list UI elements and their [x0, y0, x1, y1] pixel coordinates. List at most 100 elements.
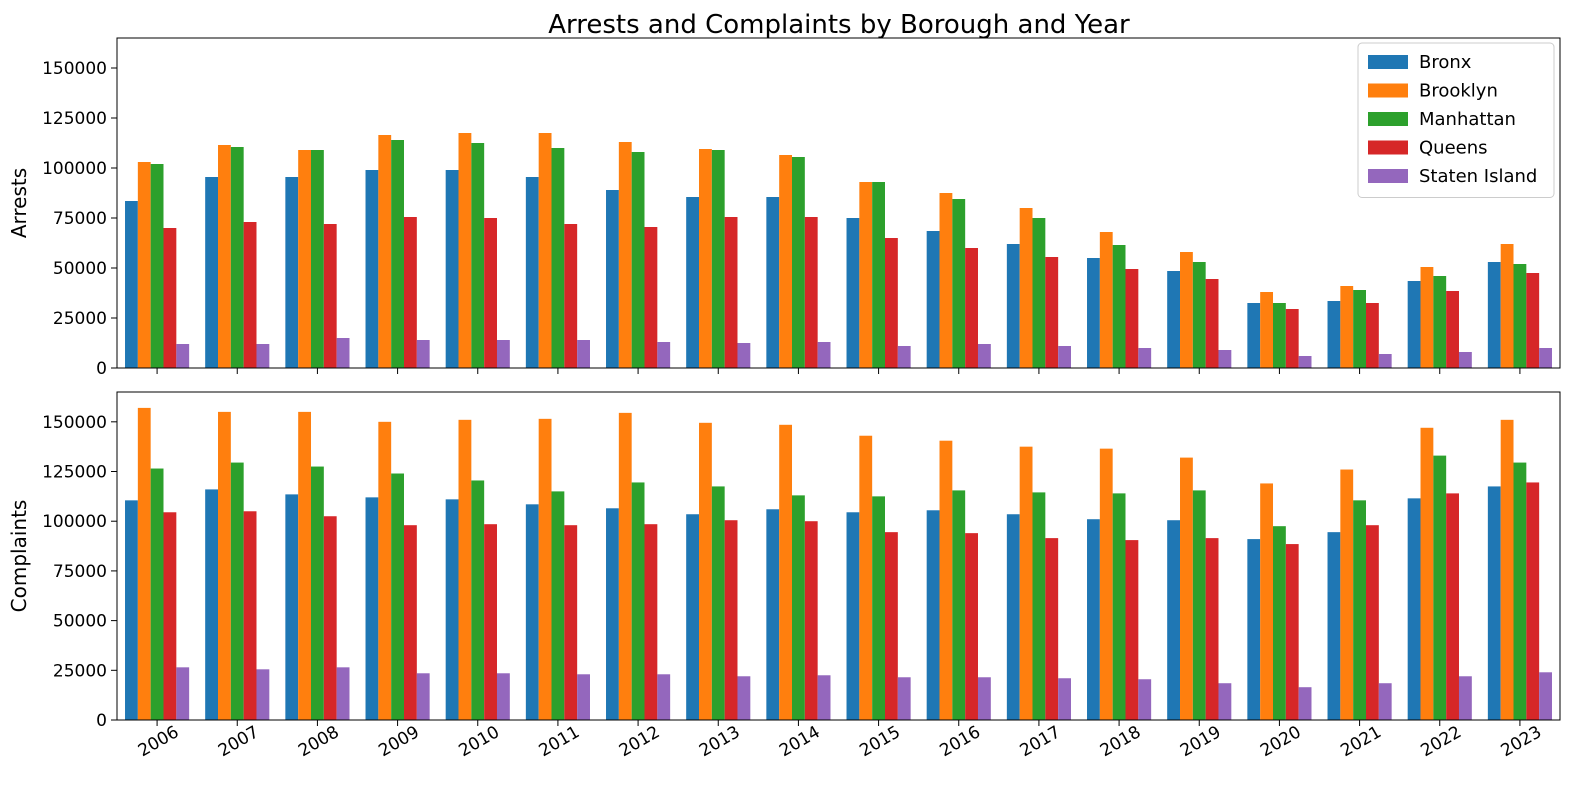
legend-label-brooklyn: Brooklyn: [1419, 81, 1498, 102]
bar-complaints-queens-2009: [404, 525, 417, 720]
bar-complaints-brooklyn-2023: [1500, 419, 1514, 720]
bar-arrests-queens-2007: [243, 222, 257, 368]
bar-arrests-staten-island-2017: [1058, 346, 1071, 368]
complaints-ylabel: Complaints: [7, 500, 31, 613]
bar-complaints-brooklyn-2017: [1019, 446, 1033, 720]
bar-complaints-brooklyn-2006: [137, 407, 151, 720]
bar-arrests-staten-island-2006: [176, 344, 190, 368]
bar-complaints-bronx-2018: [1087, 519, 1100, 720]
bar-arrests-queens-2020: [1285, 309, 1299, 368]
bar-complaints-manhattan-2009: [391, 473, 404, 720]
bar-arrests-brooklyn-2015: [859, 182, 873, 368]
bar-complaints-bronx-2013: [686, 514, 700, 720]
bar-complaints-staten-island-2006: [176, 667, 190, 720]
bar-arrests-manhattan-2007: [230, 147, 244, 368]
bar-arrests-brooklyn-2019: [1180, 252, 1193, 368]
xtick-label-2016: 2016: [937, 722, 984, 761]
bar-complaints-staten-island-2014: [817, 675, 831, 720]
bar-arrests-manhattan-2018: [1112, 245, 1126, 368]
bar-arrests-queens-2011: [564, 224, 578, 368]
bar-arrests-bronx-2007: [205, 177, 219, 368]
bar-arrests-bronx-2012: [606, 190, 619, 368]
legend-label-staten-island: Staten Island: [1419, 166, 1537, 187]
bar-complaints-manhattan-2015: [872, 496, 885, 720]
bar-complaints-brooklyn-2021: [1340, 469, 1354, 720]
bar-complaints-bronx-2016: [926, 510, 940, 720]
bar-complaints-queens-2023: [1526, 482, 1540, 720]
bar-complaints-staten-island-2020: [1298, 687, 1312, 720]
arrests-ytick-label: 50000: [53, 259, 107, 279]
bar-arrests-manhattan-2008: [311, 150, 324, 368]
arrests-ytick-label: 25000: [53, 309, 107, 329]
bar-complaints-staten-island-2022: [1458, 676, 1472, 720]
bar-complaints-brooklyn-2019: [1180, 457, 1193, 720]
bar-complaints-manhattan-2019: [1192, 490, 1206, 720]
bar-arrests-staten-island-2013: [737, 343, 751, 368]
bar-complaints-manhattan-2006: [150, 468, 164, 720]
bar-complaints-bronx-2012: [606, 508, 619, 720]
bar-complaints-brooklyn-2022: [1420, 427, 1434, 720]
bar-arrests-manhattan-2020: [1273, 303, 1286, 368]
bar-arrests-brooklyn-2011: [538, 133, 552, 368]
legend-swatch-staten-island: [1368, 169, 1408, 183]
bar-arrests-brooklyn-2012: [618, 142, 632, 368]
xtick-label-2013: 2013: [696, 722, 743, 761]
bar-arrests-bronx-2016: [926, 231, 940, 368]
bar-complaints-bronx-2023: [1487, 486, 1501, 720]
bar-arrests-staten-island-2010: [496, 340, 510, 368]
bar-arrests-brooklyn-2014: [779, 155, 793, 368]
complaints-plot-frame: [116, 391, 1561, 721]
arrests-ytick-label: 0: [96, 359, 107, 379]
bar-complaints-manhattan-2016: [952, 490, 966, 720]
bar-arrests-staten-island-2012: [657, 342, 671, 368]
bar-arrests-brooklyn-2016: [939, 193, 953, 368]
arrests-ytick-label: 150000: [42, 59, 107, 79]
xtick-label-2012: 2012: [616, 722, 663, 761]
bar-arrests-queens-2012: [644, 227, 658, 368]
bar-arrests-manhattan-2011: [551, 148, 565, 368]
bar-complaints-brooklyn-2016: [939, 440, 953, 720]
bar-complaints-bronx-2020: [1247, 539, 1261, 720]
bar-arrests-brooklyn-2023: [1500, 244, 1514, 368]
legend-swatch-bronx: [1368, 55, 1408, 69]
bar-complaints-staten-island-2021: [1378, 683, 1392, 720]
bar-complaints-staten-island-2018: [1138, 679, 1152, 720]
bar-complaints-bronx-2017: [1006, 514, 1020, 720]
bar-arrests-brooklyn-2006: [137, 162, 151, 368]
complaints-ytick-label: 75000: [53, 562, 107, 582]
bar-arrests-manhattan-2015: [872, 182, 885, 368]
bar-complaints-staten-island-2019: [1218, 683, 1232, 720]
bar-complaints-staten-island-2012: [657, 674, 671, 720]
arrests-ytick-label: 100000: [42, 159, 107, 179]
xtick-label-2010: 2010: [456, 722, 503, 761]
bar-arrests-staten-island-2022: [1458, 352, 1472, 368]
complaints-ytick-label: 50000: [53, 612, 107, 632]
bar-complaints-brooklyn-2013: [699, 422, 712, 720]
xtick-label-2020: 2020: [1257, 722, 1304, 761]
xtick-label-2008: 2008: [295, 722, 342, 761]
arrests-plot-frame: [116, 37, 1561, 369]
bar-arrests-manhattan-2013: [711, 150, 725, 368]
legend-box: [1357, 42, 1555, 198]
bar-arrests-manhattan-2017: [1032, 218, 1046, 368]
bar-arrests-manhattan-2019: [1192, 262, 1206, 368]
bar-complaints-staten-island-2017: [1058, 678, 1071, 720]
bar-arrests-manhattan-2016: [952, 199, 966, 368]
arrests-ylabel: Arrests: [7, 168, 31, 238]
bar-complaints-bronx-2006: [125, 500, 138, 720]
bar-complaints-queens-2014: [804, 521, 818, 720]
bar-complaints-bronx-2014: [766, 509, 780, 720]
bar-arrests-queens-2014: [804, 217, 818, 368]
bar-complaints-bronx-2015: [846, 512, 860, 720]
bar-complaints-queens-2015: [885, 532, 898, 720]
xtick-label-2007: 2007: [215, 722, 262, 761]
bar-arrests-queens-2013: [724, 217, 738, 368]
bar-arrests-queens-2015: [885, 238, 898, 368]
xtick-label-2014: 2014: [776, 722, 823, 761]
bar-complaints-staten-island-2016: [977, 677, 991, 720]
bar-arrests-manhattan-2010: [471, 143, 485, 368]
bar-complaints-queens-2019: [1205, 538, 1219, 720]
legend-label-queens: Queens: [1419, 138, 1488, 159]
bar-complaints-manhattan-2017: [1032, 492, 1046, 720]
bar-arrests-bronx-2006: [125, 201, 138, 368]
